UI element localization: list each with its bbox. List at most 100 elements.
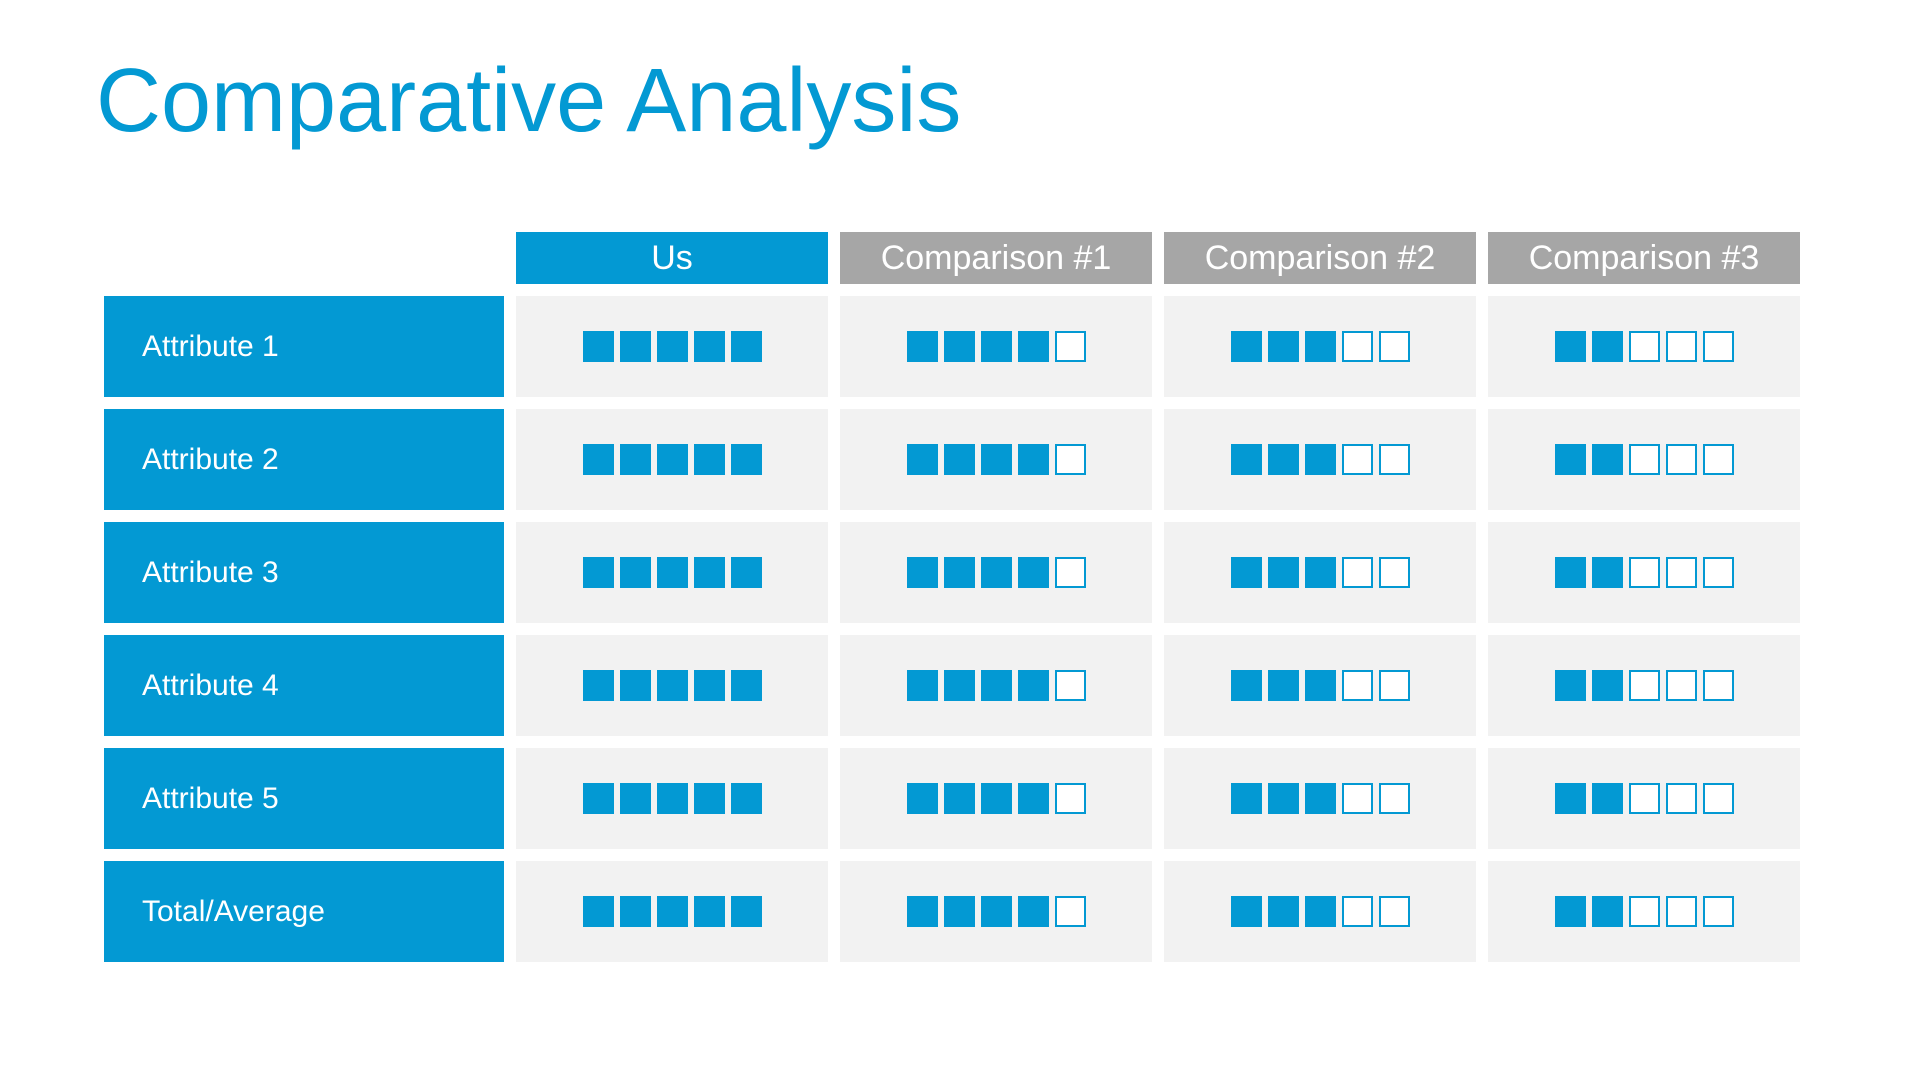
rating-square-empty-icon bbox=[1702, 331, 1734, 362]
rating-square-empty-icon bbox=[1665, 670, 1697, 701]
rating-square-filled-icon bbox=[1017, 331, 1049, 362]
rating-square-empty-icon bbox=[1665, 783, 1697, 814]
rating-square-empty-icon bbox=[1628, 783, 1660, 814]
rating-square-filled-icon bbox=[619, 783, 651, 814]
rating-square-empty-icon bbox=[1054, 557, 1086, 588]
rating-cell bbox=[1164, 522, 1476, 623]
rating-square-empty-icon bbox=[1665, 331, 1697, 362]
rating-square-empty-icon bbox=[1341, 444, 1373, 475]
rating-square-filled-icon bbox=[693, 896, 725, 927]
rating-square-empty-icon bbox=[1378, 557, 1410, 588]
rating-square-filled-icon bbox=[1304, 783, 1336, 814]
rating-cell bbox=[516, 409, 828, 510]
rating-square-empty-icon bbox=[1702, 444, 1734, 475]
rating-square-empty-icon bbox=[1378, 331, 1410, 362]
rating-square-filled-icon bbox=[1304, 670, 1336, 701]
rating-square-filled-icon bbox=[1230, 783, 1262, 814]
rating-square-filled-icon bbox=[1267, 444, 1299, 475]
rating-square-empty-icon bbox=[1341, 557, 1373, 588]
rating-square-filled-icon bbox=[1017, 896, 1049, 927]
rating-cell bbox=[1488, 409, 1800, 510]
rating-cell bbox=[1164, 409, 1476, 510]
rating-square-empty-icon bbox=[1702, 783, 1734, 814]
rating-square-filled-icon bbox=[1230, 557, 1262, 588]
rating-cell bbox=[840, 748, 1152, 849]
rating-square-empty-icon bbox=[1341, 783, 1373, 814]
rating-square-filled-icon bbox=[656, 783, 688, 814]
rating-square-filled-icon bbox=[943, 896, 975, 927]
rating-square-filled-icon bbox=[1554, 557, 1586, 588]
rating-square-filled-icon bbox=[693, 670, 725, 701]
rating-cell bbox=[516, 522, 828, 623]
rating-square-empty-icon bbox=[1702, 557, 1734, 588]
row-header: Attribute 5 bbox=[104, 748, 504, 849]
rating-cell bbox=[1164, 748, 1476, 849]
rating-square-empty-icon bbox=[1378, 896, 1410, 927]
rating-square-filled-icon bbox=[1017, 783, 1049, 814]
rating-cell bbox=[1488, 522, 1800, 623]
rating-cell bbox=[840, 861, 1152, 962]
rating-cell bbox=[840, 409, 1152, 510]
rating-square-filled-icon bbox=[1230, 670, 1262, 701]
rating-square-filled-icon bbox=[730, 783, 762, 814]
rating-square-filled-icon bbox=[980, 783, 1012, 814]
rating-square-filled-icon bbox=[582, 670, 614, 701]
column-header-comparison-3: Comparison #3 bbox=[1488, 232, 1800, 284]
rating-square-filled-icon bbox=[1267, 670, 1299, 701]
rating-square-filled-icon bbox=[656, 444, 688, 475]
rating-square-filled-icon bbox=[693, 331, 725, 362]
rating-square-filled-icon bbox=[619, 670, 651, 701]
rating-square-filled-icon bbox=[693, 557, 725, 588]
rating-square-filled-icon bbox=[906, 783, 938, 814]
rating-square-filled-icon bbox=[582, 896, 614, 927]
rating-square-empty-icon bbox=[1702, 670, 1734, 701]
rating-square-filled-icon bbox=[1230, 896, 1262, 927]
rating-square-filled-icon bbox=[656, 331, 688, 362]
rating-square-filled-icon bbox=[582, 783, 614, 814]
rating-square-filled-icon bbox=[943, 783, 975, 814]
rating-cell bbox=[840, 635, 1152, 736]
column-header-us: Us bbox=[516, 232, 828, 284]
rating-cell bbox=[1164, 635, 1476, 736]
rating-square-empty-icon bbox=[1054, 670, 1086, 701]
rating-square-filled-icon bbox=[943, 670, 975, 701]
rating-cell bbox=[1488, 296, 1800, 397]
rating-square-filled-icon bbox=[943, 444, 975, 475]
row-header: Attribute 2 bbox=[104, 409, 504, 510]
rating-square-filled-icon bbox=[1591, 783, 1623, 814]
rating-square-filled-icon bbox=[1591, 896, 1623, 927]
rating-cell bbox=[1488, 635, 1800, 736]
slide-title: Comparative Analysis bbox=[96, 51, 962, 151]
rating-square-filled-icon bbox=[906, 331, 938, 362]
rating-square-filled-icon bbox=[1554, 670, 1586, 701]
rating-square-filled-icon bbox=[906, 670, 938, 701]
rating-square-filled-icon bbox=[906, 896, 938, 927]
rating-square-filled-icon bbox=[656, 670, 688, 701]
rating-square-empty-icon bbox=[1702, 896, 1734, 927]
rating-square-filled-icon bbox=[906, 557, 938, 588]
rating-square-filled-icon bbox=[619, 444, 651, 475]
rating-square-empty-icon bbox=[1378, 670, 1410, 701]
rating-square-empty-icon bbox=[1665, 444, 1697, 475]
rating-square-empty-icon bbox=[1628, 670, 1660, 701]
rating-cell bbox=[1488, 861, 1800, 962]
rating-square-filled-icon bbox=[980, 331, 1012, 362]
rating-square-empty-icon bbox=[1628, 444, 1660, 475]
rating-square-filled-icon bbox=[906, 444, 938, 475]
rating-square-filled-icon bbox=[730, 896, 762, 927]
rating-cell bbox=[516, 748, 828, 849]
rating-square-filled-icon bbox=[619, 331, 651, 362]
rating-square-filled-icon bbox=[582, 444, 614, 475]
rating-square-filled-icon bbox=[1554, 444, 1586, 475]
rating-square-empty-icon bbox=[1665, 557, 1697, 588]
rating-square-empty-icon bbox=[1628, 331, 1660, 362]
rating-square-filled-icon bbox=[1591, 444, 1623, 475]
rating-square-filled-icon bbox=[1304, 444, 1336, 475]
rating-cell bbox=[1164, 296, 1476, 397]
rating-square-filled-icon bbox=[980, 896, 1012, 927]
row-header: Attribute 3 bbox=[104, 522, 504, 623]
rating-square-empty-icon bbox=[1341, 331, 1373, 362]
rating-cell bbox=[840, 522, 1152, 623]
rating-square-filled-icon bbox=[980, 557, 1012, 588]
